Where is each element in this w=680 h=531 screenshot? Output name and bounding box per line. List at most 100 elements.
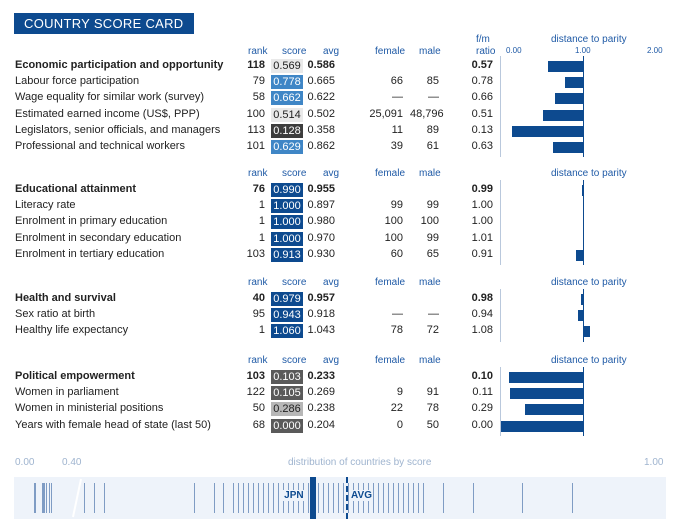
female-value: 39 [390, 140, 403, 152]
ratio-value: 0.13 [471, 123, 493, 136]
parity-bar [583, 201, 584, 213]
header-male: male [419, 277, 441, 288]
parity-bar [583, 326, 590, 338]
avg-value: 0.897 [307, 199, 335, 212]
indicator-row: Enrolment in tertiary education 103 0.913 0… [0, 247, 680, 264]
ratio-value: 0.11 [472, 386, 493, 399]
avg-marker [346, 477, 349, 519]
score-value: 1.060 [271, 324, 303, 339]
parity-bar [581, 294, 583, 305]
score-value: 0.128 [271, 123, 303, 138]
parity-reference-line [583, 289, 584, 342]
header-female: female [375, 277, 406, 288]
pillar-row: Health and survival 40 0.979 0.957 0.98 [0, 292, 680, 308]
ratio-value: 1.00 [471, 215, 493, 228]
male-value: 89 [426, 123, 439, 136]
parity-bar [575, 249, 583, 261]
country-tick [213, 483, 215, 513]
male-value: 72 [426, 324, 439, 337]
parity-bar [583, 233, 584, 245]
country-tick [402, 483, 404, 513]
parity-panel-left-border [500, 56, 501, 158]
country-tick [278, 483, 280, 513]
indicator-row: Labour force participation 79 0.778 0.665 66… [0, 75, 680, 91]
country-tick [43, 483, 45, 513]
ratio-value: 0.63 [471, 140, 493, 152]
female-value: — [392, 91, 403, 104]
jpn-label: JPN [283, 490, 305, 501]
parity-bar [524, 404, 583, 416]
country-tick [103, 483, 105, 513]
country-tick [258, 483, 260, 513]
female-value: 66 [390, 75, 403, 88]
male-value: 61 [426, 140, 439, 152]
header-score: score [282, 46, 307, 57]
indicator-row: Healthy life expectancy 1 1.060 1.043 78 72 1.… [0, 324, 680, 340]
country-tick [522, 483, 524, 513]
ratio-value: 0.00 [471, 418, 493, 431]
row-label: Literacy rate [15, 199, 76, 212]
pillar-row: Economic participation and opportunity 11… [0, 59, 680, 75]
header-fm-ratio: ratio [476, 46, 496, 57]
score-value: 1.000 [271, 231, 303, 246]
header-rank: rank [248, 168, 268, 179]
male-value: 78 [426, 402, 439, 415]
parity-bar [578, 310, 583, 322]
ratio-value: 0.99 [471, 183, 493, 195]
ratio-value: 0.78 [471, 75, 493, 88]
country-tick [34, 483, 36, 513]
country-tick [328, 483, 330, 513]
country-tick [35, 483, 37, 513]
country-tick [417, 483, 419, 513]
header-score: score [282, 355, 307, 366]
indicator-row: Legislators, senior officials, and manag… [0, 123, 680, 140]
country-tick [48, 483, 50, 513]
ratio-value: 0.10 [471, 370, 493, 382]
header-male: male [419, 168, 441, 179]
parity-bar [564, 77, 583, 89]
parity-bar [552, 142, 583, 153]
male-value: 65 [426, 247, 439, 260]
country-tick [93, 483, 95, 513]
row-label: Enrolment in tertiary education [15, 247, 165, 260]
pillar-row: Educational attainment 76 0.990 0.955 0.99 [0, 183, 680, 199]
row-label: Wage equality for similar work (survey) [15, 91, 205, 104]
score-value: 0.000 [271, 418, 303, 433]
ratio-value: 1.01 [471, 231, 493, 244]
rank-value: 118 [247, 59, 265, 71]
parity-bar [510, 388, 583, 400]
header-avg: avg [323, 355, 340, 366]
country-tick [372, 483, 374, 513]
header-avg: avg [323, 168, 340, 179]
avg-value: 0.358 [307, 123, 335, 136]
score-value: 0.105 [271, 386, 303, 401]
indicator-row: Women in parliament 122 0.105 0.269 9 91 0.11 [0, 386, 680, 402]
header-score: score [282, 168, 307, 179]
country-tick [233, 483, 235, 513]
ratio-value: 0.91 [471, 247, 493, 260]
avg-value: 0.622 [307, 91, 335, 104]
country-tick [338, 483, 340, 513]
parity-panel-left-border [500, 180, 501, 265]
header-avg: avg [323, 277, 340, 288]
country-tick [248, 483, 250, 513]
avg-value: 0.204 [307, 418, 335, 431]
ratio-value: 0.51 [471, 107, 493, 120]
header-avg: avg [323, 46, 340, 57]
score-value: 0.979 [271, 292, 303, 306]
avg-value: 0.930 [307, 247, 335, 260]
avg-value: 1.043 [307, 324, 335, 337]
row-label: Professional and technical workers [15, 140, 185, 152]
parity-reference-line [583, 56, 584, 158]
parity-bar [511, 125, 583, 137]
header-score: score [282, 277, 307, 288]
avg-value: 0.586 [307, 59, 335, 71]
row-label: Health and survival [15, 292, 116, 304]
score-value: 0.913 [271, 247, 303, 262]
indicator-row: Women in ministerial positions 50 0.286 0.2… [0, 402, 680, 418]
score-value: 0.990 [271, 183, 303, 197]
country-tick [263, 483, 265, 513]
score-value: 0.629 [271, 140, 303, 154]
header-female: female [375, 355, 406, 366]
header-rank: rank [248, 277, 268, 288]
